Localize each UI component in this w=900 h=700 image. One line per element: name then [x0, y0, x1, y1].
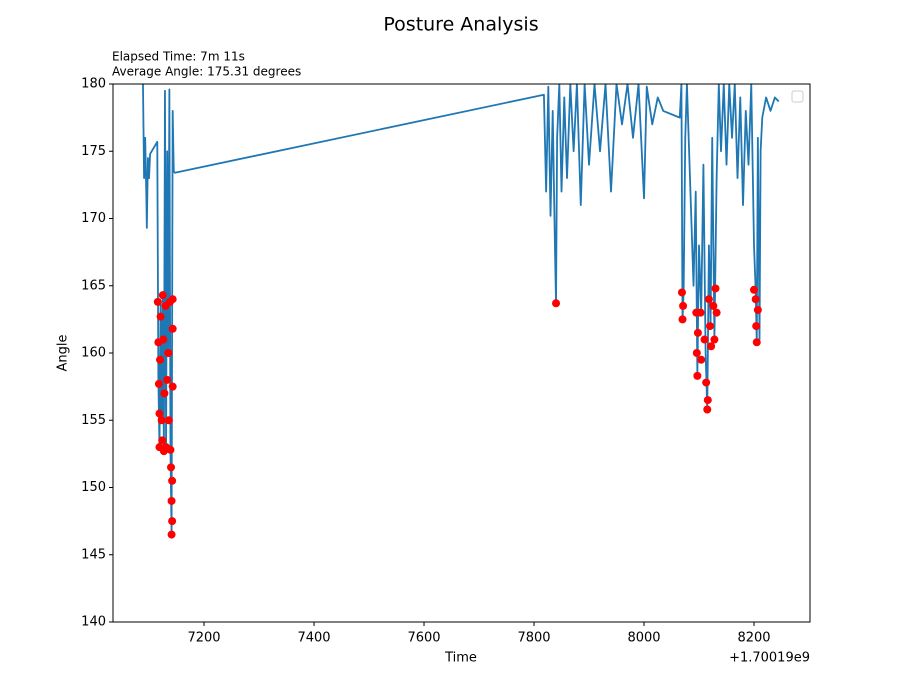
data-point	[164, 349, 173, 357]
data-point	[710, 335, 719, 344]
data-point	[709, 301, 718, 310]
data-point	[707, 342, 716, 351]
data-line	[142, 84, 780, 536]
data-point	[693, 371, 702, 380]
y-tick-label: 160	[81, 346, 106, 361]
data-point	[752, 322, 761, 331]
data-point	[678, 315, 687, 324]
plot-area	[142, 84, 780, 539]
x-tick-label: 8000	[627, 631, 660, 646]
data-point	[692, 349, 701, 357]
x-offset-label: +1.70019e9	[729, 651, 810, 666]
data-point	[702, 378, 711, 387]
data-point	[751, 295, 760, 304]
data-point	[155, 409, 164, 418]
x-tick-label: 8200	[737, 631, 770, 646]
y-tick-label: 175	[81, 144, 106, 159]
x-axis-label: Time	[444, 651, 477, 666]
y-tick-label: 155	[81, 413, 106, 428]
data-point	[697, 355, 706, 364]
data-point	[750, 285, 759, 294]
annotation: Elapsed Time: 7m 11s	[112, 50, 245, 64]
data-point	[168, 517, 177, 526]
data-point	[168, 382, 177, 391]
data-point	[168, 295, 177, 304]
data-point	[752, 338, 761, 347]
data-point	[703, 396, 712, 405]
data-point	[711, 284, 720, 293]
data-point	[153, 297, 162, 306]
data-point	[156, 355, 165, 364]
data-point	[679, 301, 688, 310]
data-point	[160, 389, 169, 398]
data-point	[154, 379, 163, 388]
data-point	[158, 291, 167, 300]
data-point	[167, 496, 176, 505]
y-tick-label: 145	[81, 547, 106, 562]
x-tick-label: 7400	[297, 631, 330, 646]
data-point	[167, 530, 176, 539]
y-tick-label: 180	[81, 77, 106, 92]
data-point	[164, 416, 173, 425]
data-point	[158, 436, 167, 445]
data-point	[166, 445, 175, 454]
y-tick-label: 150	[81, 480, 106, 495]
data-point	[159, 335, 168, 344]
data-point	[753, 305, 762, 314]
data-point	[693, 328, 702, 337]
chart-title: Posture Analysis	[383, 14, 538, 36]
data-point	[703, 405, 712, 414]
data-point	[168, 324, 177, 333]
data-point	[677, 288, 686, 297]
data-point	[167, 463, 176, 472]
data-point	[163, 375, 172, 384]
data-point	[157, 416, 166, 425]
data-point	[704, 295, 713, 304]
data-point	[552, 299, 561, 308]
y-tick-label: 170	[81, 211, 106, 226]
legend-box	[791, 90, 804, 103]
data-point	[168, 476, 177, 485]
y-tick-label: 165	[81, 278, 106, 293]
data-point	[156, 312, 165, 321]
x-tick-label: 7800	[517, 631, 550, 646]
x-tick-label: 7200	[187, 631, 220, 646]
data-point	[712, 308, 721, 317]
y-axis-label: Angle	[56, 335, 71, 372]
data-point	[696, 308, 705, 317]
data-point	[706, 322, 715, 331]
x-tick-label: 7600	[407, 631, 440, 646]
data-point	[700, 335, 709, 344]
y-tick-label: 140	[81, 615, 106, 630]
annotation: Average Angle: 175.31 degrees	[112, 65, 301, 79]
